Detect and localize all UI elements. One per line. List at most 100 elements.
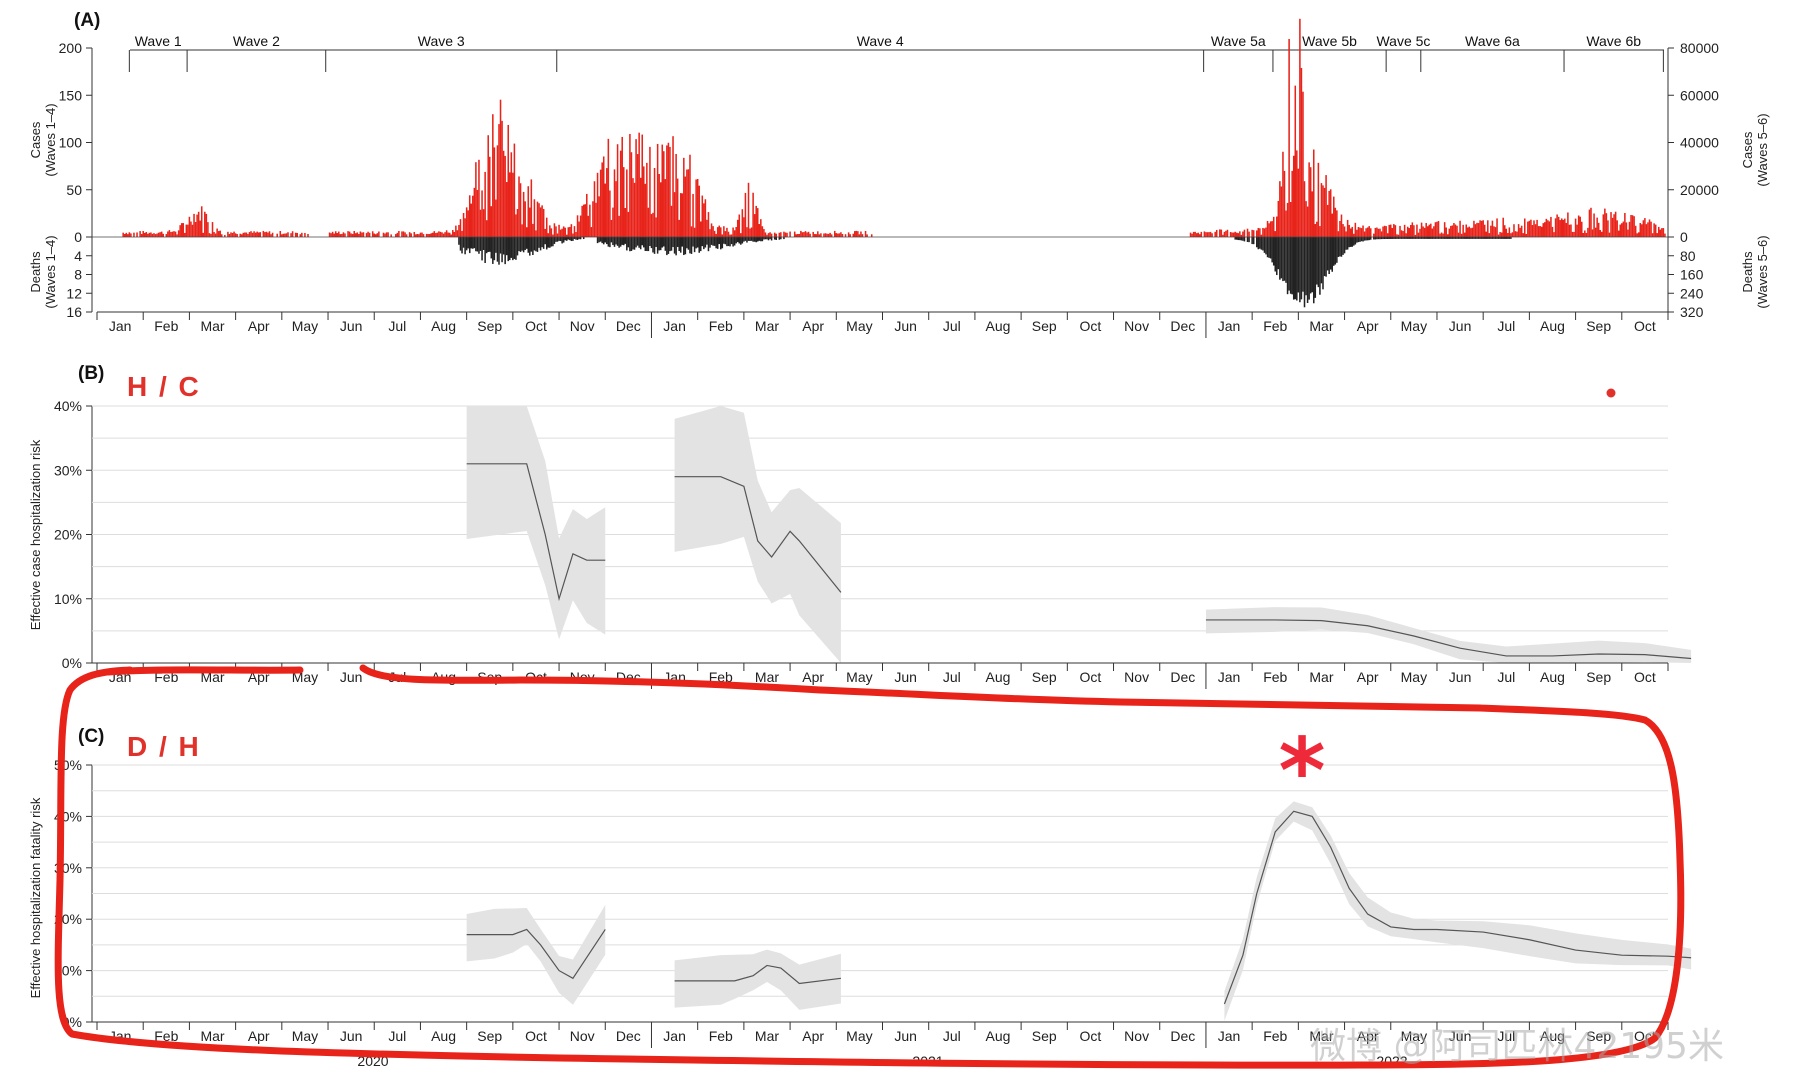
case-bar: [1564, 218, 1566, 237]
b-xtick-label: Aug: [986, 669, 1011, 685]
death-bar: [613, 237, 616, 247]
b-xtick-label: Aug: [1540, 669, 1565, 685]
case-bar: [1340, 214, 1343, 237]
case-bar: [798, 233, 801, 237]
death-bar: [1436, 237, 1438, 239]
case-bar: [767, 233, 770, 237]
case-bar: [1622, 221, 1625, 237]
case-bar: [1410, 225, 1412, 237]
case-bar: [1625, 222, 1628, 237]
case-bar: [1416, 224, 1418, 237]
death-bar: [632, 237, 634, 250]
case-bar: [667, 142, 670, 237]
case-bar: [1263, 228, 1266, 237]
b-xtick-label: Jul: [1497, 669, 1515, 685]
case-bar: [268, 231, 271, 237]
case-bar: [1570, 224, 1572, 237]
case-bar: [795, 234, 798, 237]
case-bar: [1446, 234, 1449, 237]
case-bar: [589, 204, 591, 237]
case-bar: [1279, 181, 1281, 237]
case-bar: [535, 230, 537, 237]
case-bar: [559, 229, 562, 237]
case-bar: [1426, 226, 1429, 237]
case-bar: [157, 232, 160, 237]
death-bar: [641, 237, 643, 246]
case-bar: [1579, 216, 1581, 237]
death-bar: [707, 237, 710, 252]
case-bar: [1548, 221, 1551, 237]
death-bar: [1490, 237, 1492, 239]
case-bar: [1470, 228, 1472, 237]
death-bar: [544, 237, 546, 245]
case-bar: [576, 215, 579, 237]
case-bar: [793, 231, 796, 237]
case-bar: [1636, 233, 1638, 237]
case-bar: [190, 221, 192, 237]
case-bar: [718, 225, 721, 237]
case-bar: [344, 233, 346, 237]
case-bar: [1306, 206, 1309, 237]
case-bar: [217, 231, 220, 237]
death-bar: [729, 237, 731, 247]
case-bar: [467, 210, 469, 237]
death-bar: [732, 237, 734, 247]
case-bar: [764, 232, 767, 237]
case-bar: [1292, 155, 1295, 237]
case-bar: [716, 227, 719, 237]
case-bar: [1505, 228, 1508, 237]
death-bar: [1419, 237, 1421, 239]
case-bar: [356, 232, 359, 237]
case-bar: [1661, 228, 1663, 237]
case-bar: [627, 211, 630, 237]
death-bar: [726, 237, 728, 247]
case-bar: [301, 232, 303, 237]
case-bar: [197, 211, 200, 237]
death-bar: [1300, 237, 1303, 300]
c-xtick-label: Apr: [1357, 1028, 1379, 1044]
case-bar: [1362, 225, 1364, 237]
case-bar: [476, 189, 479, 237]
case-bar: [1619, 224, 1622, 237]
death-bar: [578, 237, 580, 240]
death-bar: [1354, 237, 1357, 245]
case-bar: [650, 214, 653, 237]
case-bar: [187, 224, 189, 237]
death-bar: [1500, 237, 1503, 239]
death-bar: [699, 237, 702, 252]
case-bar: [1514, 231, 1517, 237]
case-bar: [1194, 231, 1196, 237]
case-bar: [1588, 209, 1591, 237]
case-bar: [1525, 233, 1528, 237]
case-bar: [866, 234, 868, 237]
case-bar: [402, 231, 405, 237]
case-bar: [1522, 233, 1524, 237]
case-bar: [616, 144, 619, 237]
case-bar: [1597, 222, 1600, 237]
death-bar: [689, 237, 691, 254]
death-bar: [570, 237, 573, 242]
death-bar: [1348, 237, 1350, 248]
case-bar: [227, 231, 229, 237]
case-bar: [775, 233, 777, 237]
case-bar: [208, 233, 211, 237]
death-bar: [564, 237, 566, 241]
death-bar: [670, 237, 673, 251]
c-xtick-label: Feb: [709, 1028, 733, 1044]
death-bar: [1510, 237, 1512, 239]
case-bar: [1641, 224, 1643, 237]
case-bar: [1519, 227, 1521, 237]
case-bar: [721, 234, 724, 237]
case-bar: [462, 213, 465, 237]
death-bar: [1303, 237, 1306, 308]
case-bar: [610, 219, 613, 237]
case-bar: [482, 209, 485, 237]
case-bar: [693, 227, 696, 237]
death-bar: [533, 237, 536, 251]
case-bar: [707, 212, 710, 237]
death-bar: [599, 237, 602, 242]
death-bar: [743, 237, 745, 242]
case-bar: [547, 233, 550, 237]
case-bar: [1269, 221, 1272, 237]
case-bar: [1573, 231, 1575, 237]
